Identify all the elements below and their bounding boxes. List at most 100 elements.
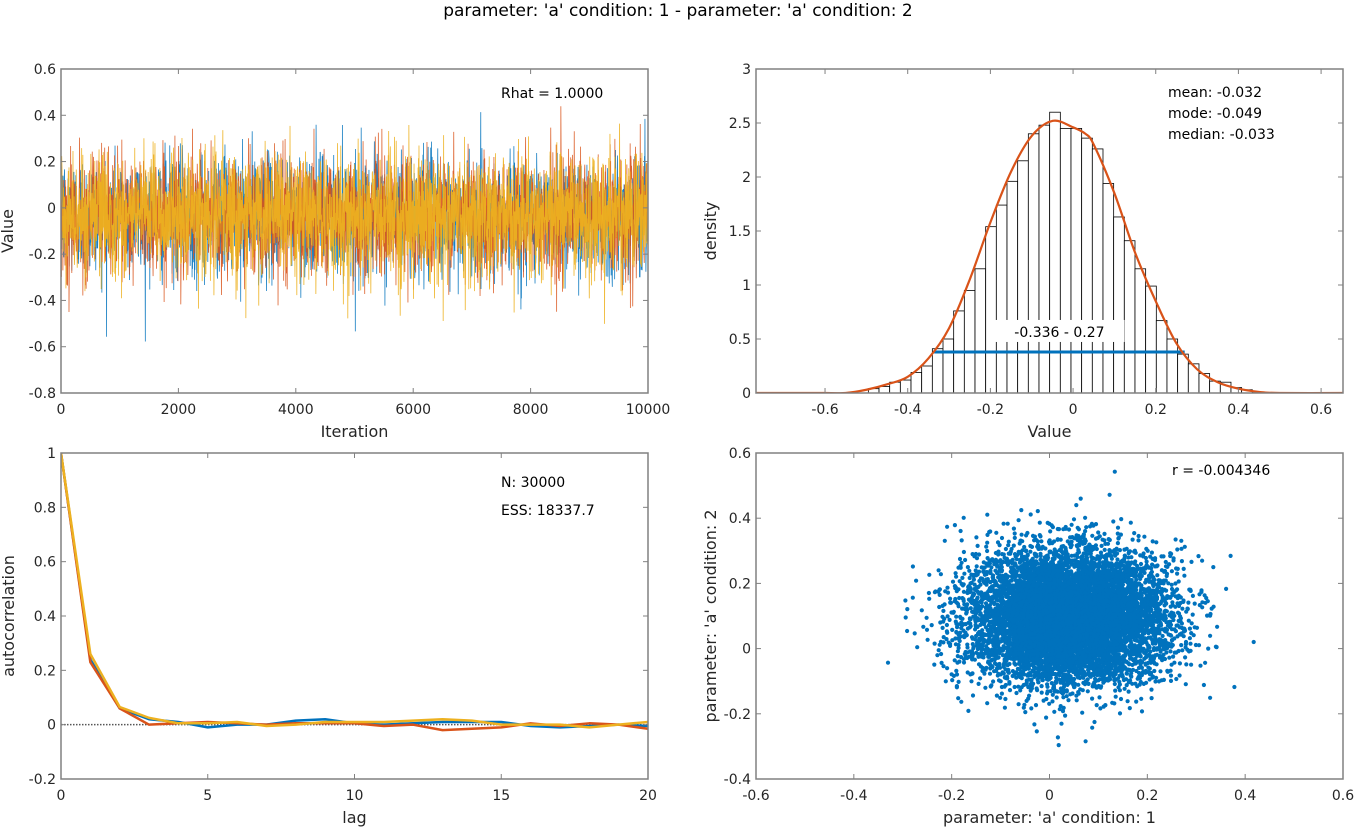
scatter-point (1168, 649, 1173, 654)
plot-area-histogram (756, 111, 1343, 393)
scatter-point (1173, 581, 1178, 586)
scatter-point (1021, 682, 1026, 688)
histogram-bar (963, 289, 976, 393)
scatter-point (1149, 569, 1154, 575)
scatter-point (1001, 521, 1006, 526)
scatter-point (1142, 534, 1147, 539)
figure-title: parameter: 'a' condition: 1 - parameter:… (443, 1, 913, 21)
scatter-point (1130, 667, 1136, 673)
scatter-point (1037, 520, 1042, 525)
y-tick-label: 1 (47, 446, 56, 462)
scatter-point (1136, 533, 1141, 539)
scatter-point (991, 679, 996, 684)
histogram-bar (995, 204, 1008, 393)
scatter-point (1039, 684, 1044, 689)
scatter-point (936, 648, 941, 653)
scatter-point (1158, 669, 1163, 674)
scatter-point (1011, 526, 1017, 531)
axes-autocorrelation: 0 5 10 15 20-0.200.20.40.60.81lagautocorrela… (0, 446, 657, 827)
scatter-point (1061, 695, 1066, 700)
scatter-point (1048, 689, 1053, 694)
axes-histogram: -0.336 - 0.27-0.6 -0.4 -0.2 0 0.2 0.4 0.600.51… (701, 62, 1344, 441)
scatter-point (945, 524, 950, 529)
scatter-point (1035, 509, 1040, 514)
scatter-point (1164, 573, 1169, 579)
scatter-point (1085, 689, 1090, 694)
histogram-bar (1177, 353, 1189, 393)
scatter-point (1098, 550, 1104, 555)
scatter-point (1109, 556, 1114, 561)
x-axis-label: Iteration (321, 422, 389, 441)
scatter-point (1056, 743, 1061, 748)
scatter-point (1006, 539, 1011, 544)
x-tick-label: 6000 (395, 402, 431, 418)
scatter-point (1080, 688, 1085, 693)
scatter-point (1027, 693, 1032, 698)
acf-line-2 (61, 453, 648, 732)
scatter-point (1029, 706, 1034, 711)
scatter-point (1047, 538, 1052, 543)
scatter-point (1185, 606, 1190, 611)
scatter-point (941, 664, 946, 669)
scatter-point (1182, 628, 1188, 633)
y-tick-label: -0.2 (29, 247, 56, 263)
x-tick-label: 15 (492, 788, 510, 804)
histogram-bar (1145, 285, 1157, 393)
scatter-point (948, 596, 953, 601)
histogram-bar (878, 386, 891, 393)
y-tick-label: 0 (47, 718, 56, 734)
y-tick-label: -0.4 (29, 293, 56, 309)
scatter-point (954, 668, 959, 674)
scatter-point (999, 691, 1005, 696)
kde-curve (756, 119, 1343, 393)
histogram-bar (1113, 216, 1125, 393)
y-tick-label: 2.5 (729, 116, 751, 132)
scatter-point (1076, 682, 1081, 687)
scatter-point (932, 641, 937, 646)
scatter-point (905, 628, 910, 634)
scatter-point (960, 575, 965, 581)
histogram-bar (1091, 148, 1104, 393)
scatter-point (1102, 531, 1107, 537)
scatter-point (987, 671, 993, 676)
scatter-point (1119, 517, 1124, 522)
scatter-point (1061, 684, 1067, 689)
scatter-point (1192, 601, 1197, 606)
scatter-point (1168, 673, 1174, 678)
histogram-bar (899, 379, 912, 393)
axes-scatter: -0.6 -0.4 -0.2 0 0.2 0.4 0.6-0.4-0.200.20.40.6… (701, 446, 1354, 827)
scatter-point (941, 635, 946, 640)
scatter-point (952, 523, 958, 528)
histogram-bar (1134, 268, 1147, 393)
scatter-point (1094, 546, 1099, 552)
x-tick-label: 0.2 (1145, 402, 1167, 418)
scatter-point (994, 530, 999, 535)
plot-area-autocorrelation (61, 453, 648, 732)
scatter-point (989, 657, 995, 662)
scatter-point (1049, 523, 1054, 528)
scatter-point (1149, 550, 1154, 555)
scatter-point (912, 631, 917, 636)
scatter-point (1211, 565, 1216, 570)
scatter-point (1192, 625, 1197, 630)
hdi-label: -0.336 - 0.27 (1014, 325, 1104, 341)
scatter-point (905, 607, 910, 612)
scatter-point (962, 571, 967, 576)
plot-area-trace (61, 106, 648, 342)
scatter-point (1126, 551, 1131, 556)
scatter-point (1054, 695, 1059, 700)
scatter-point (1136, 538, 1141, 543)
acf-line-3 (61, 453, 648, 729)
scatter-point (1179, 538, 1184, 543)
x-tick-label: 5 (203, 788, 212, 804)
scatter-point (1167, 655, 1172, 660)
scatter-point (950, 638, 955, 643)
scatter-point (974, 564, 979, 569)
scatter-point (959, 560, 964, 565)
histogram-bar (1155, 320, 1168, 393)
scatter-point (921, 624, 926, 629)
scatter-point (1025, 530, 1030, 536)
scatter-point (927, 572, 932, 577)
scatter-point (1112, 469, 1117, 474)
histogram-bar (985, 226, 997, 393)
